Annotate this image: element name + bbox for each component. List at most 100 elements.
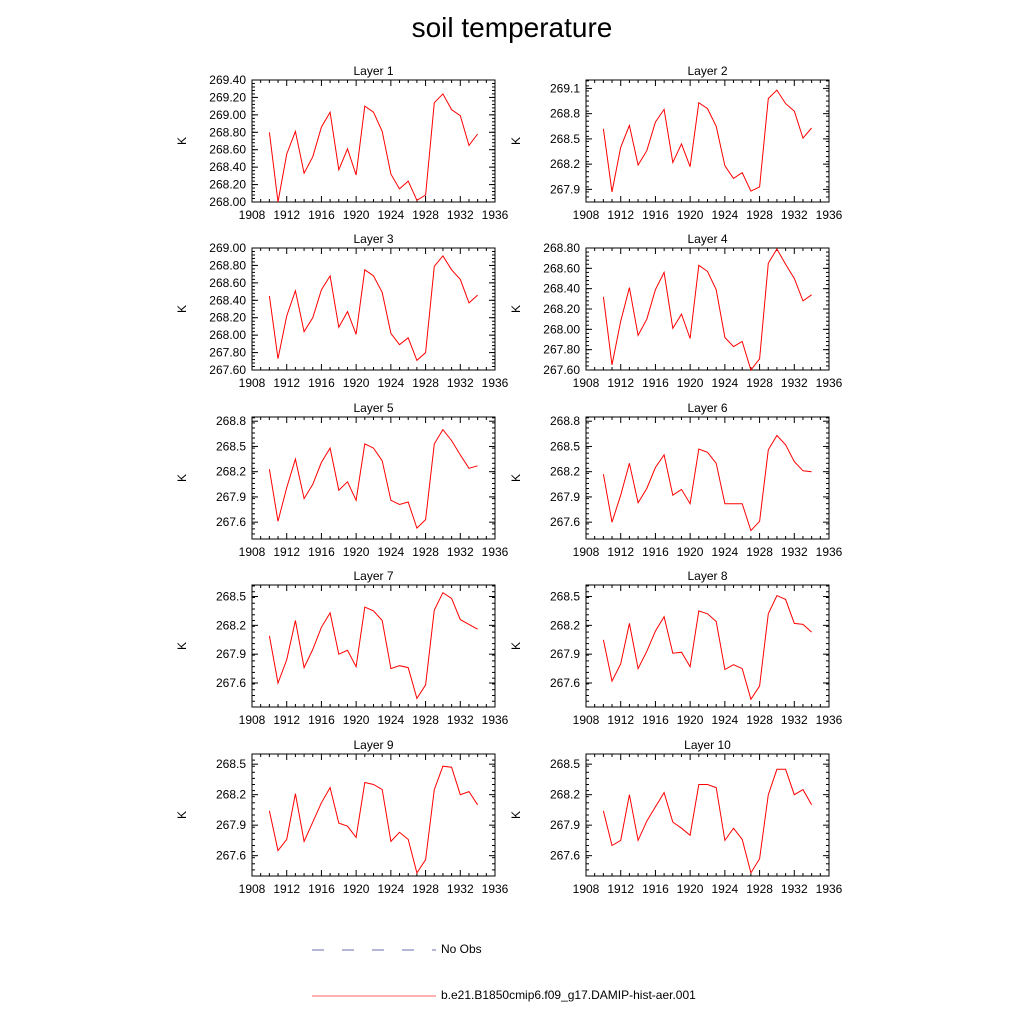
layer3-y-tick-label: 269.00 (209, 241, 246, 255)
layer8-x-tick-label: 1908 (573, 713, 600, 727)
layer3-x-tick-label: 1920 (343, 376, 370, 390)
layer5-y-tick-label: 268.5 (216, 439, 246, 453)
layer3-x-tick-label: 1932 (447, 376, 474, 390)
layer1-y-tick-label: 269.40 (209, 73, 246, 87)
layer3-x-tick-label: 1916 (308, 376, 335, 390)
layer5-y-tick-label: 267.6 (216, 515, 246, 529)
layer4-y-tick-label: 268.40 (543, 282, 580, 296)
layer8-series-line (602, 594, 812, 701)
layer6-y-tick-label: 268.5 (550, 439, 580, 453)
layer4-y-tick-label: 268.00 (543, 322, 580, 336)
layer2-y-tick-label: 268.5 (550, 132, 580, 146)
layer1-x-tick-label: 1920 (343, 208, 370, 222)
layer1-x-tick-label: 1916 (308, 208, 335, 222)
layer5-x-tick-label: 1916 (308, 545, 335, 559)
layer4-series-line (602, 248, 812, 372)
layer4-y-axis-label: K (509, 305, 523, 313)
layer4-y-tick-label: 267.60 (543, 363, 580, 377)
layer5-x-tick-label: 1924 (378, 545, 405, 559)
layer1-y-tick-label: 269.20 (209, 90, 246, 104)
layer5-x-tick-label: 1920 (343, 545, 370, 559)
layer7-y-tick-label: 267.9 (216, 647, 246, 661)
layer2-series-line (602, 89, 812, 192)
layer7-x-tick-label: 1936 (482, 713, 509, 727)
layer4-x-tick-label: 1912 (607, 376, 634, 390)
layer2-x-tick-label: 1908 (573, 208, 600, 222)
layer5-series-line (268, 428, 478, 530)
layer9-x-tick-label: 1928 (412, 882, 439, 896)
legend-label-no-obs: No Obs (441, 942, 482, 956)
layer3-x-tick-label: 1908 (239, 376, 266, 390)
layer2-x-tick-label: 1928 (746, 208, 773, 222)
layer10-y-tick-label: 267.9 (550, 818, 580, 832)
layer6-y-tick-label: 267.9 (550, 490, 580, 504)
layer8-panel-title: Layer 8 (687, 569, 727, 583)
layer6-y-tick-label: 268.8 (550, 414, 580, 428)
layer4-panel-title: Layer 4 (687, 232, 727, 246)
layer9-x-tick-label: 1924 (378, 882, 405, 896)
layer2-y-tick-label: 269.1 (550, 81, 580, 95)
layer8-x-tick-label: 1920 (677, 713, 704, 727)
layer3-y-tick-label: 268.40 (209, 293, 246, 307)
layer9-x-tick-label: 1908 (239, 882, 266, 896)
layer7-plot-frame (251, 584, 496, 708)
layer4-x-tick-label: 1924 (712, 376, 739, 390)
layer7-series-line (268, 591, 478, 700)
layer8-y-tick-label: 268.2 (550, 618, 580, 632)
layer10-panel-title: Layer 10 (684, 738, 731, 752)
layer6-x-tick-label: 1924 (712, 545, 739, 559)
layer9-x-tick-label: 1920 (343, 882, 370, 896)
layer3-x-tick-label: 1924 (378, 376, 405, 390)
layer5-x-tick-label: 1932 (447, 545, 474, 559)
layer6-panel-title: Layer 6 (687, 401, 727, 415)
layer3-y-tick-label: 268.20 (209, 311, 246, 325)
layer4-y-tick-label: 268.80 (543, 241, 580, 255)
layer10-series-line (602, 768, 813, 875)
layer7-panel-title: Layer 7 (353, 569, 393, 583)
layer6-y-tick-label: 268.2 (550, 465, 580, 479)
layer5-y-axis-label: K (175, 474, 189, 482)
layer3-y-tick-label: 268.60 (209, 276, 246, 290)
layer7-x-tick-label: 1912 (273, 713, 300, 727)
layer2-x-tick-label: 1920 (677, 208, 704, 222)
layer4-y-tick-label: 268.60 (543, 261, 580, 275)
layer2-y-tick-label: 267.9 (550, 182, 580, 196)
layer4-plot-frame (585, 247, 830, 371)
layer9-panel-title: Layer 9 (353, 738, 393, 752)
layer3-y-axis-label: K (175, 305, 189, 313)
layer2-plot-frame (585, 79, 830, 203)
layer8-x-tick-label: 1916 (642, 713, 669, 727)
layer1-x-tick-label: 1936 (482, 208, 509, 222)
layer6-x-tick-label: 1916 (642, 545, 669, 559)
layer10-x-tick-label: 1928 (746, 882, 773, 896)
layer2-x-tick-label: 1924 (712, 208, 739, 222)
layer10-x-tick-label: 1932 (781, 882, 808, 896)
layer2-x-tick-label: 1916 (642, 208, 669, 222)
layer10-y-tick-label: 268.2 (550, 788, 580, 802)
layer8-x-tick-label: 1924 (712, 713, 739, 727)
layer1-x-tick-label: 1928 (412, 208, 439, 222)
layer9-series-line (268, 765, 479, 875)
layer8-x-tick-label: 1936 (816, 713, 843, 727)
layer5-x-tick-label: 1936 (482, 545, 509, 559)
layer5-x-tick-label: 1928 (412, 545, 439, 559)
layer3-y-tick-label: 267.60 (209, 363, 246, 377)
layer7-x-tick-label: 1908 (239, 713, 266, 727)
layer1-y-tick-label: 268.00 (209, 195, 246, 209)
layer9-y-tick-label: 268.5 (216, 757, 246, 771)
layer2-x-tick-label: 1912 (607, 208, 634, 222)
layer7-y-tick-label: 268.5 (216, 590, 246, 604)
layer3-series-line (268, 254, 478, 362)
layer1-y-tick-label: 268.40 (209, 160, 246, 174)
layer10-x-tick-label: 1936 (816, 882, 843, 896)
layer8-y-tick-label: 268.5 (550, 590, 580, 604)
layer8-x-tick-label: 1932 (781, 713, 808, 727)
layer2-y-tick-label: 268.8 (550, 107, 580, 121)
layer6-x-tick-label: 1932 (781, 545, 808, 559)
layer7-y-axis-label: K (175, 642, 189, 650)
layer6-y-axis-label: K (509, 474, 523, 482)
layer10-y-tick-label: 268.5 (550, 757, 580, 771)
layer6-x-tick-label: 1936 (816, 545, 843, 559)
layer7-x-tick-label: 1916 (308, 713, 335, 727)
